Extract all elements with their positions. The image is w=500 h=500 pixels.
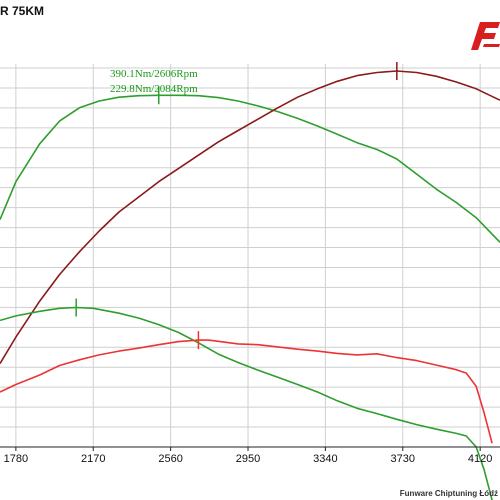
chart-title: R 75KM <box>0 4 45 18</box>
annotation-torque-peak: 390.1Nm/2606Rpm <box>110 68 198 80</box>
grid <box>0 64 500 447</box>
x-tick-label: 2560 <box>158 453 182 465</box>
brand-logo <box>471 22 500 50</box>
series-line-2 <box>0 70 500 365</box>
series-line-4 <box>0 339 493 444</box>
x-tick-label: 2950 <box>236 453 260 465</box>
peak-markers <box>75 62 398 350</box>
x-axis-ticks: 1780 2170 2560 2950 3340 3730 4120 <box>4 447 492 465</box>
x-tick-label: 3340 <box>313 453 337 465</box>
x-tick-label: 1780 <box>4 453 28 465</box>
series-line-1 <box>0 94 500 243</box>
annotation-torque-peak-stock: 229.8Nm/2084Rpm <box>110 83 198 95</box>
footer-credit: Funware Chiptuning Łódź <box>399 489 498 498</box>
series-line-3 <box>0 306 493 500</box>
x-tick-label: 3730 <box>391 453 415 465</box>
curves <box>0 70 500 500</box>
x-tick-label: 2170 <box>81 453 105 465</box>
x-tick-label: 4120 <box>468 453 492 465</box>
